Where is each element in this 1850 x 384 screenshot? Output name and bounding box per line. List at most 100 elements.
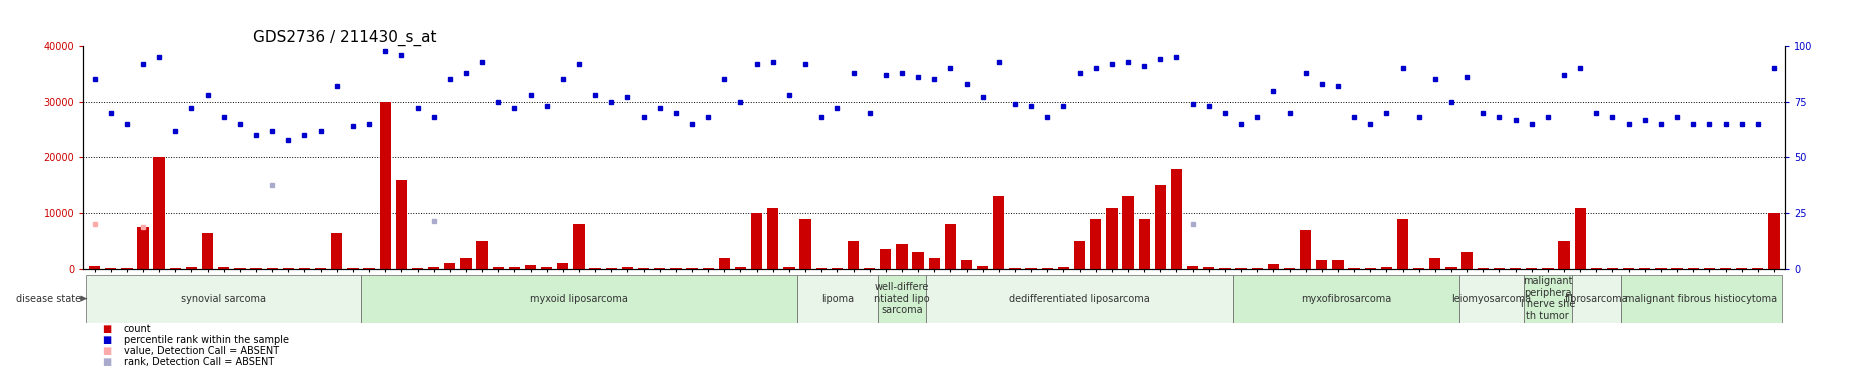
- Bar: [993, 197, 1005, 269]
- Bar: [751, 213, 762, 269]
- Bar: [461, 258, 472, 269]
- Bar: [396, 180, 407, 269]
- Bar: [1656, 268, 1667, 269]
- Bar: [1090, 219, 1101, 269]
- Bar: [929, 258, 940, 269]
- Bar: [783, 266, 794, 269]
- Bar: [492, 266, 503, 269]
- Text: ■: ■: [102, 324, 111, 334]
- Bar: [1123, 197, 1134, 269]
- Bar: [816, 268, 827, 269]
- Text: ■: ■: [102, 357, 111, 367]
- Bar: [977, 266, 988, 269]
- Bar: [379, 102, 390, 269]
- Bar: [670, 268, 681, 269]
- Text: value, Detection Call = ABSENT: value, Detection Call = ABSENT: [124, 346, 279, 356]
- Bar: [1622, 268, 1634, 269]
- Bar: [444, 263, 455, 269]
- Bar: [509, 267, 520, 269]
- Bar: [540, 267, 553, 269]
- Bar: [1042, 268, 1053, 269]
- Bar: [1460, 275, 1524, 323]
- Bar: [945, 224, 956, 269]
- Bar: [655, 268, 666, 269]
- Bar: [1267, 264, 1278, 269]
- Bar: [477, 241, 488, 269]
- Text: dedifferentiated liposarcoma: dedifferentiated liposarcoma: [1010, 293, 1151, 304]
- Bar: [1510, 268, 1521, 269]
- Bar: [734, 267, 746, 269]
- Text: myxoid liposarcoma: myxoid liposarcoma: [531, 293, 627, 304]
- Bar: [590, 268, 601, 269]
- Bar: [1380, 267, 1391, 269]
- Bar: [605, 268, 616, 269]
- Bar: [413, 268, 424, 269]
- Bar: [718, 258, 731, 269]
- Bar: [960, 260, 973, 269]
- Bar: [154, 157, 165, 269]
- Text: myxofibrosarcoma: myxofibrosarcoma: [1301, 293, 1391, 304]
- Bar: [1301, 230, 1312, 269]
- Bar: [266, 268, 278, 269]
- Bar: [1720, 268, 1732, 269]
- Text: malignant
periphera
l nerve she
th tumor: malignant periphera l nerve she th tumor: [1521, 276, 1574, 321]
- Bar: [1608, 268, 1619, 269]
- Text: disease state: disease state: [17, 293, 81, 304]
- Text: malignant fibrous histiocytoma: malignant fibrous histiocytoma: [1624, 293, 1778, 304]
- Bar: [799, 219, 810, 269]
- Bar: [877, 275, 927, 323]
- Bar: [686, 268, 697, 269]
- Bar: [1332, 260, 1343, 269]
- Text: well-differe
ntiated lipo
sarcoma: well-differe ntiated lipo sarcoma: [875, 282, 931, 315]
- Bar: [363, 268, 376, 269]
- Bar: [1349, 268, 1360, 269]
- Bar: [1445, 266, 1456, 269]
- Bar: [525, 265, 536, 269]
- Bar: [1413, 268, 1424, 269]
- Bar: [331, 233, 342, 269]
- Bar: [1236, 268, 1247, 269]
- Bar: [185, 267, 198, 269]
- Bar: [1574, 207, 1585, 269]
- Bar: [1752, 268, 1763, 269]
- Bar: [314, 268, 326, 269]
- Text: synovial sarcoma: synovial sarcoma: [181, 293, 266, 304]
- Bar: [1478, 268, 1489, 269]
- Text: lipoma: lipoma: [821, 293, 855, 304]
- Bar: [797, 275, 877, 323]
- Bar: [1493, 268, 1506, 269]
- Bar: [1219, 268, 1230, 269]
- Bar: [881, 249, 892, 269]
- Bar: [912, 252, 923, 269]
- Bar: [1365, 268, 1376, 269]
- Text: count: count: [124, 324, 152, 334]
- Bar: [1106, 207, 1117, 269]
- Bar: [1154, 185, 1166, 269]
- Bar: [89, 266, 100, 269]
- Text: rank, Detection Call = ABSENT: rank, Detection Call = ABSENT: [124, 357, 274, 367]
- Bar: [1075, 241, 1086, 269]
- Bar: [1543, 268, 1554, 269]
- Bar: [300, 268, 311, 269]
- Bar: [1171, 169, 1182, 269]
- Bar: [622, 266, 633, 269]
- Text: leiomyosarcoma: leiomyosarcoma: [1450, 293, 1532, 304]
- Bar: [1025, 268, 1036, 269]
- Bar: [1671, 268, 1684, 269]
- Bar: [1591, 268, 1602, 269]
- Bar: [895, 244, 908, 269]
- Bar: [1524, 275, 1572, 323]
- Bar: [1232, 275, 1460, 323]
- Bar: [1284, 268, 1295, 269]
- Bar: [1621, 275, 1782, 323]
- Bar: [864, 268, 875, 269]
- Bar: [1397, 219, 1408, 269]
- Text: ■: ■: [102, 335, 111, 345]
- Bar: [105, 268, 117, 269]
- Bar: [1010, 268, 1021, 269]
- Bar: [1058, 267, 1069, 269]
- Bar: [1202, 267, 1214, 269]
- Bar: [137, 227, 148, 269]
- Bar: [218, 266, 229, 269]
- Bar: [1572, 275, 1621, 323]
